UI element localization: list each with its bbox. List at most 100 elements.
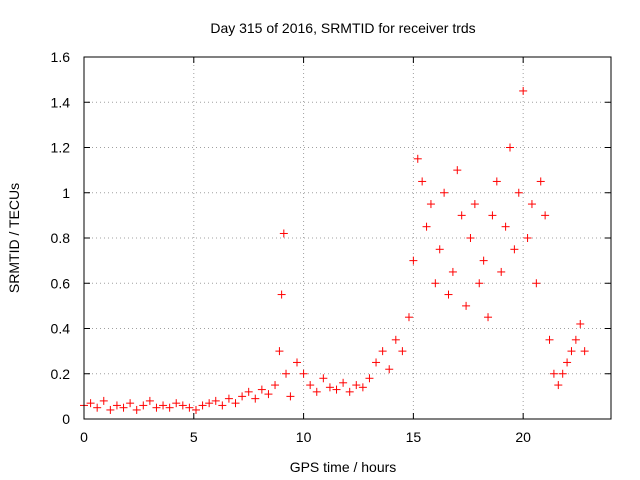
data-point [536,177,545,186]
x-tick-label: 15 [406,429,422,445]
data-point [145,396,154,405]
data-point [345,387,354,396]
data-point [554,381,563,390]
data-point [277,290,286,299]
x-tick-label: 20 [515,429,531,445]
data-point [431,279,440,288]
data-point [571,335,580,344]
data-point [391,335,400,344]
data-point [282,369,291,378]
data-point [510,245,519,254]
data-point [365,374,374,383]
data-point [244,387,253,396]
data-point [99,396,108,405]
data-point [165,403,174,412]
data-point [448,267,457,276]
data-point [231,399,240,408]
data-point [532,279,541,288]
data-point [139,401,148,410]
data-point [172,399,181,408]
data-point [352,381,361,390]
data-point [159,401,168,410]
data-point [358,383,367,392]
data-point [185,403,194,412]
data-point [426,200,435,209]
data-point [119,403,128,412]
data-point [409,256,418,265]
data-point [372,358,381,367]
data-point [378,347,387,356]
data-point [385,365,394,374]
data-point [398,347,407,356]
y-tick-label: 1.4 [51,94,71,110]
y-tick-label: 0 [62,411,70,427]
data-point [422,222,431,231]
data-point [93,403,102,412]
data-point [178,401,187,410]
data-point [205,399,214,408]
data-point [86,399,95,408]
data-point [501,222,510,231]
data-point [505,143,514,152]
data-point [497,267,506,276]
data-point [558,369,567,378]
y-tick-label: 1.6 [51,49,71,65]
data-point [404,313,413,322]
data-point [488,211,497,220]
data-point [299,369,308,378]
data-point [271,381,280,390]
data-point [492,177,501,186]
y-tick-label: 0.4 [51,321,71,337]
data-point [152,403,161,412]
data-point [470,200,479,209]
data-point [112,401,121,410]
data-point [279,229,288,238]
data-point [198,401,207,410]
y-axis-label: SRMTID / TECUs [6,183,22,293]
data-point [475,279,484,288]
data-point [106,405,115,414]
x-tick-label: 0 [80,429,88,445]
x-axis-label: GPS time / hours [290,459,397,475]
data-point [457,211,466,220]
data-point [444,290,453,299]
data-point [211,396,220,405]
data-point [440,188,449,197]
plot-frame [83,56,612,420]
data-point [224,394,233,403]
data-point [264,390,273,399]
data-point [580,347,589,356]
data-point [466,234,475,242]
data-point [191,405,200,414]
data-point [132,405,141,414]
data-point [218,401,227,410]
data-point [453,166,462,175]
chart-title: Day 315 of 2016, SRMTID for receiver trd… [210,20,475,36]
data-point [275,347,284,356]
x-tick-label: 5 [190,429,198,445]
data-point [519,86,528,95]
data-point [567,347,576,356]
data-point [479,256,488,265]
axis-ticks: 0 5 10 15 20 0 0.2 0.4 0.6 0.8 1 1.2 1.4 1.6 [51,49,611,445]
y-tick-label: 1.2 [51,140,71,156]
y-tick-label: 1 [62,185,70,201]
x-tick-label: 10 [296,429,312,445]
data-point [514,188,523,197]
y-tick-label: 0.2 [51,366,71,382]
data-point [435,245,444,254]
data-point [484,313,493,322]
data-point [312,387,321,396]
data-point [527,200,536,209]
data-point [325,383,334,392]
data-point [286,392,295,401]
data-point [523,234,532,242]
data-point [545,335,554,344]
data-point [332,385,341,394]
data-point [306,381,315,390]
data-point [541,211,550,220]
data-point [251,394,260,403]
y-tick-label: 0.8 [51,230,71,246]
data-point [413,154,422,163]
